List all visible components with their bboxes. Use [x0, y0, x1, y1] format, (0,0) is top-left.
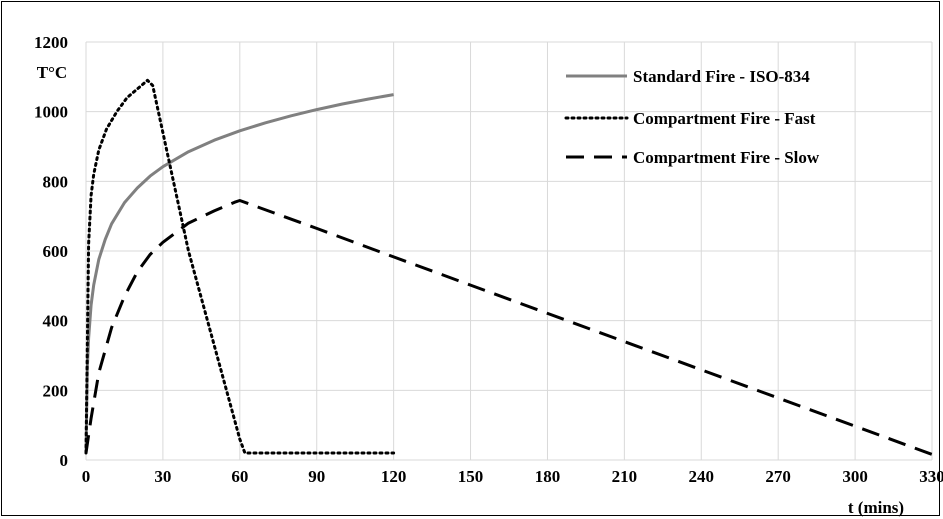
y-tick-label: 600 — [43, 242, 69, 261]
x-tick-label: 120 — [381, 467, 407, 486]
x-tick-label: 90 — [308, 467, 325, 486]
series-line-1 — [84, 93, 394, 454]
x-tick-label: 270 — [765, 467, 791, 486]
y-tick-label: 800 — [43, 172, 69, 191]
series-layer — [84, 78, 933, 456]
y-tick-label: 0 — [60, 451, 69, 470]
y-axis-label: T°C — [37, 63, 67, 82]
x-tick-label: 0 — [82, 467, 91, 486]
x-tick-label: 180 — [535, 467, 561, 486]
y-tick-label: 400 — [43, 312, 69, 331]
y-tick-label: 1000 — [34, 103, 68, 122]
x-tick-label: 30 — [154, 467, 171, 486]
x-tick-label: 60 — [231, 467, 248, 486]
series-line-2 — [84, 78, 396, 455]
x-tick-label: 240 — [689, 467, 715, 486]
series-line-3 — [84, 199, 933, 456]
x-axis-label: t (mins) — [848, 498, 904, 517]
y-tick-label: 200 — [43, 381, 69, 400]
grid — [85, 41, 933, 461]
y-tick-label: 1200 — [34, 33, 68, 52]
legend-label-2: Compartment Fire - Fast — [633, 109, 816, 128]
legend-label-1: Standard Fire - ISO-834 — [633, 67, 810, 86]
x-tick-label: 330 — [919, 467, 943, 486]
legend-label-3: Compartment Fire - Slow — [633, 148, 820, 167]
legend: Standard Fire - ISO-834 Compartment Fire … — [564, 67, 820, 167]
x-tick-label: 210 — [612, 467, 638, 486]
x-tick-label: 300 — [842, 467, 868, 486]
axes: 0 30 60 90 120 150 180 210 240 270 300 330 0 200 400 60… — [34, 33, 943, 486]
x-tick-label: 150 — [458, 467, 484, 486]
